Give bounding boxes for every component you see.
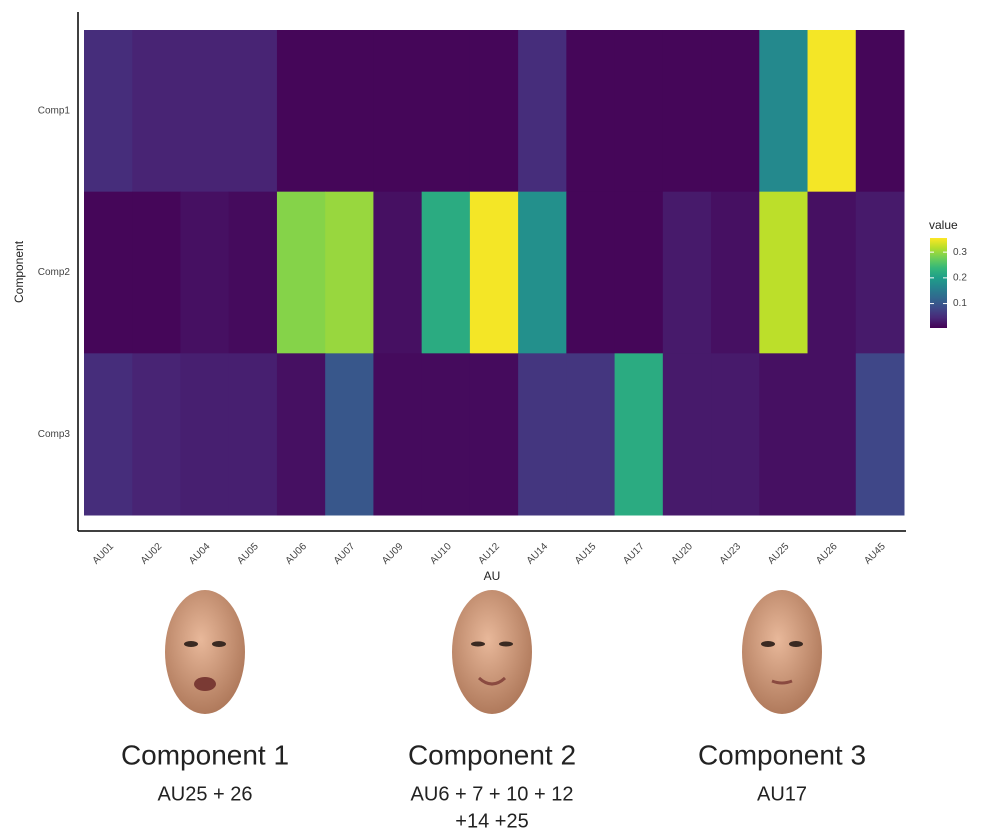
heatmap-cell xyxy=(711,30,760,192)
face-illustration xyxy=(742,590,822,714)
heatmap-cell xyxy=(470,192,519,354)
x-tick-label: AU23 xyxy=(718,541,744,567)
heatmap-cell xyxy=(229,353,278,515)
x-tick-label: AU17 xyxy=(621,541,647,567)
x-tick-label: AU01 xyxy=(91,541,117,567)
heatmap-cell xyxy=(615,353,664,515)
heatmap-cell xyxy=(277,30,326,192)
x-tick-label: AU20 xyxy=(669,541,695,567)
heatmap-cell xyxy=(422,192,471,354)
heatmap-cell xyxy=(566,30,615,192)
face-illustration xyxy=(165,590,245,714)
heatmap-cell xyxy=(229,192,278,354)
heatmap-cell xyxy=(325,30,374,192)
heatmap-cell xyxy=(808,192,857,354)
heatmap-cell xyxy=(663,30,712,192)
caption-title: Component 2 xyxy=(408,739,576,770)
caption-title: Component 3 xyxy=(698,739,866,770)
heatmap-cell xyxy=(759,30,808,192)
caption-line: +14 +25 xyxy=(455,810,528,832)
heatmap-cell xyxy=(422,30,471,192)
heatmap-cell xyxy=(373,30,422,192)
caption-line: AU25 + 26 xyxy=(157,783,252,805)
heatmap-cell xyxy=(277,353,326,515)
x-tick-label: AU04 xyxy=(187,541,213,567)
heatmap-cell xyxy=(808,353,857,515)
heatmap-cell xyxy=(132,353,181,515)
heatmap-cell xyxy=(615,30,664,192)
heatmap-cell xyxy=(856,192,905,354)
heatmap-cell xyxy=(373,192,422,354)
colorbar-tick-label: 0.3 xyxy=(953,247,967,258)
heatmap-cell xyxy=(566,192,615,354)
heatmap-cell xyxy=(856,30,905,192)
heatmap-cell xyxy=(180,192,229,354)
heatmap-cell xyxy=(566,353,615,515)
heatmap-cell xyxy=(518,353,567,515)
heatmap-cell xyxy=(229,30,278,192)
x-tick-label: AU02 xyxy=(139,541,165,567)
colorbar-tick-label: 0.1 xyxy=(953,298,967,309)
heatmap-cell xyxy=(470,353,519,515)
heatmap-cell xyxy=(615,192,664,354)
heatmap-cell xyxy=(470,30,519,192)
heatmap-cell xyxy=(180,353,229,515)
heatmap-cell xyxy=(84,353,133,515)
x-tick-label: AU12 xyxy=(477,541,503,567)
y-tick-label: Comp2 xyxy=(38,267,71,278)
x-tick-label: AU06 xyxy=(284,541,310,567)
heatmap-cell xyxy=(518,30,567,192)
heatmap-cell xyxy=(180,30,229,192)
figure: AU Component value Comp1 Comp2 Comp3 AU01 AU… xyxy=(0,0,985,832)
x-tick-label: AU14 xyxy=(525,541,551,567)
heatmap-cell xyxy=(325,353,374,515)
heatmap-cell xyxy=(132,192,181,354)
x-tick-label: AU25 xyxy=(766,541,792,567)
heatmap-cell xyxy=(856,353,905,515)
x-tick-label: AU10 xyxy=(428,541,454,567)
heatmap-cell xyxy=(663,353,712,515)
heatmap-cell xyxy=(132,30,181,192)
x-tick-label: AU09 xyxy=(380,541,406,567)
heatmap-cell xyxy=(759,192,808,354)
heatmap-cell xyxy=(663,192,712,354)
caption-line: AU6 + 7 + 10 + 12 xyxy=(411,783,574,805)
heatmap-cell xyxy=(711,192,760,354)
heatmap-cell xyxy=(518,192,567,354)
heatmap-cell xyxy=(84,30,133,192)
y-tick-label: Comp3 xyxy=(38,429,71,440)
x-tick-label: AU45 xyxy=(862,541,888,567)
colorbar-tick-label: 0.2 xyxy=(953,272,967,283)
heatmap-cell xyxy=(808,30,857,192)
x-tick-label: AU15 xyxy=(573,541,599,567)
heatmap-cell xyxy=(277,192,326,354)
heatmap-cell xyxy=(711,353,760,515)
colorbar xyxy=(930,238,947,328)
x-tick-label: AU07 xyxy=(332,541,358,567)
x-axis-title: AU xyxy=(484,569,501,583)
heatmap-cell xyxy=(325,192,374,354)
x-tick-label: AU26 xyxy=(814,541,840,567)
heatmap-cell xyxy=(759,353,808,515)
caption-line: AU17 xyxy=(757,783,807,805)
heatmap-cell xyxy=(84,192,133,354)
y-axis-title: Component xyxy=(12,240,26,303)
x-tick-label: AU05 xyxy=(235,541,261,567)
legend-title: value xyxy=(929,218,958,232)
faces xyxy=(165,590,822,714)
heatmap-cell xyxy=(422,353,471,515)
y-tick-label: Comp1 xyxy=(38,105,71,116)
heatmap-cell xyxy=(373,353,422,515)
face-illustration xyxy=(452,590,532,714)
caption-title: Component 1 xyxy=(121,739,289,770)
